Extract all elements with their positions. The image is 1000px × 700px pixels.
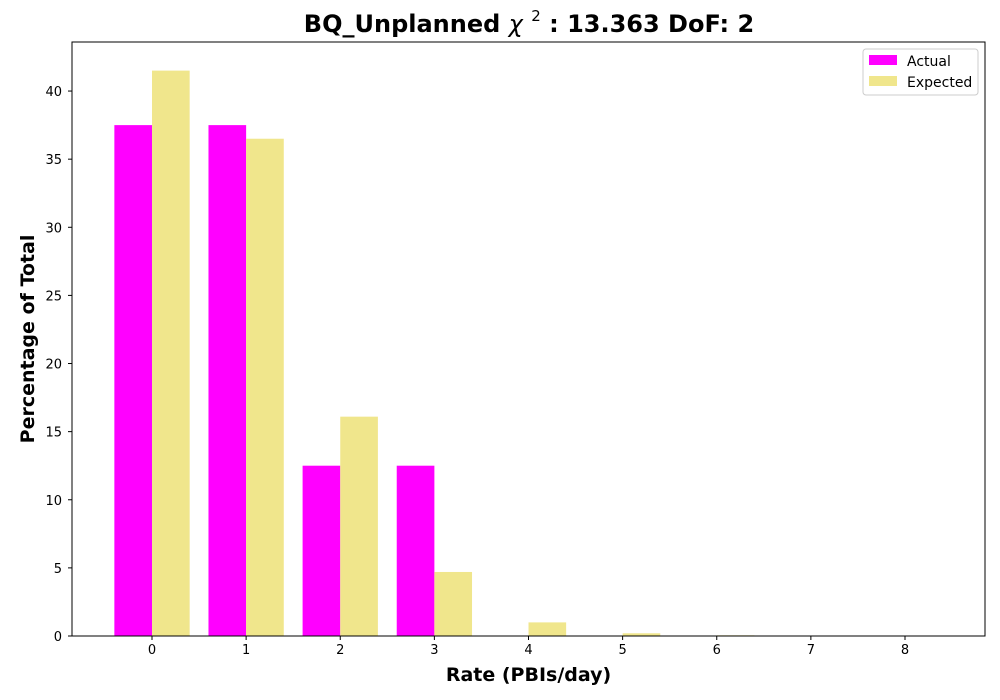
x-tick-label-1: 1 (242, 643, 250, 658)
bar-expected-5 (622, 633, 661, 636)
x-tick-label-7: 7 (807, 643, 815, 658)
x-tick-label-5: 5 (618, 643, 626, 658)
bar-expected-3 (434, 571, 473, 636)
bar-expected-1 (246, 138, 284, 637)
y-tick-label-10: 10 (45, 494, 62, 509)
x-tick-label-4: 4 (524, 643, 532, 658)
chart-title-chi-symbol: χ (507, 10, 524, 38)
bar-expected-2 (340, 416, 378, 636)
bar-expected-4 (528, 622, 567, 636)
bar-actual-2 (302, 465, 341, 636)
y-tick-label-0: 0 (54, 630, 62, 645)
y-tick-label-20: 20 (45, 358, 62, 373)
chart-title-superscript: 2 (531, 7, 541, 25)
legend: Actual Expected (862, 48, 979, 96)
y-tick-label-35: 35 (45, 153, 62, 168)
bar-actual-3 (396, 465, 435, 636)
chart-title-suffix: : 13.363 DoF: 2 (549, 10, 754, 38)
legend-label-expected: Expected (907, 75, 972, 91)
y-tick-label-40: 40 (45, 85, 62, 100)
y-axis-label: Percentage of Total (17, 235, 39, 444)
legend-swatch-expected (869, 76, 897, 86)
x-tick-label-8: 8 (901, 643, 909, 658)
legend-label-actual: Actual (907, 54, 951, 70)
bar-actual-0 (114, 125, 153, 637)
chart-title-prefix: BQ_Unplanned (304, 10, 509, 38)
x-ticks-group: 0 1 2 3 4 5 6 7 8 (148, 636, 909, 658)
bars-group (114, 70, 755, 637)
y-tick-label-5: 5 (54, 562, 62, 577)
y-tick-label-30: 30 (45, 221, 62, 236)
legend-swatch-actual (869, 55, 897, 65)
x-tick-label-2: 2 (336, 643, 344, 658)
x-axis-label: Rate (PBIs/day) (446, 664, 611, 686)
y-tick-label-25: 25 (45, 289, 62, 304)
x-tick-label-3: 3 (430, 643, 438, 658)
bar-expected-0 (152, 70, 190, 637)
x-tick-label-6: 6 (713, 643, 721, 658)
chart-title: BQ_Unplanned χ 2 : 13.363 DoF: 2 (304, 0, 754, 38)
bar-actual-1 (208, 125, 247, 637)
x-tick-label-0: 0 (148, 643, 156, 658)
plot-frame (71, 41, 986, 637)
y-ticks-group: 0 5 10 15 20 25 30 35 40 (45, 85, 72, 645)
y-tick-label-15: 15 (45, 426, 62, 441)
